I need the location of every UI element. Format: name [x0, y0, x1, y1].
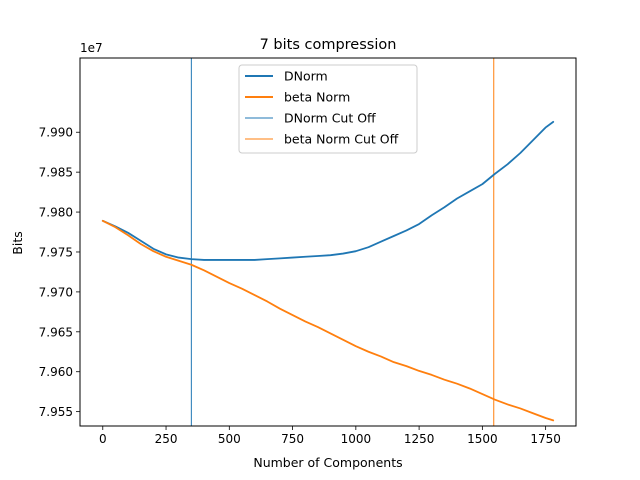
x-tick-label: 1500	[467, 432, 498, 446]
y-tick-label: 7.960	[39, 365, 73, 379]
plot-frame	[79, 57, 577, 427]
x-tick-label: 0	[99, 432, 107, 446]
x-ticks: 0 250 500 750 1000 1250 1500 1750	[99, 426, 561, 446]
y-tick-label: 7.985	[39, 166, 73, 180]
y-tick-label: 7.955	[39, 405, 73, 419]
x-axis-label: Number of Components	[253, 455, 402, 470]
x-tick-label: 1000	[341, 432, 372, 446]
legend-box	[238, 64, 418, 154]
x-tick-label: 750	[281, 432, 304, 446]
y-ticks: 7.955 7.960 7.965 7.970 7.975 7.980 7.985 7.990	[39, 126, 80, 419]
x-tick-label: 1750	[530, 432, 561, 446]
y-offset-label: 1e7	[80, 41, 103, 55]
x-tick-label: 250	[155, 432, 178, 446]
chart-title: 7 bits compression	[260, 37, 397, 53]
y-tick-label: 7.970	[39, 285, 73, 299]
plot-lines	[101, 58, 555, 426]
y-tick-label: 7.990	[39, 126, 73, 140]
y-tick-label: 7.965	[39, 325, 73, 339]
y-tick-label: 7.980	[39, 206, 73, 220]
series-line-1	[101, 219, 555, 422]
legend-label-dnorm-cutoff: DNorm Cut Off	[284, 111, 376, 126]
y-tick-label: 7.975	[39, 245, 73, 259]
legend-label-beta-norm-cutoff: beta Norm Cut Off	[284, 132, 399, 147]
x-tick-label: 500	[218, 432, 241, 446]
y-axis-label: Bits	[10, 231, 25, 254]
series-line-0	[101, 120, 555, 261]
x-tick-label: 1250	[404, 432, 435, 446]
legend: DNorm beta Norm DNorm Cut Off beta Norm …	[238, 64, 418, 154]
legend-label-dnorm: DNorm	[284, 69, 328, 84]
legend-label-beta-norm: beta Norm	[284, 90, 350, 105]
